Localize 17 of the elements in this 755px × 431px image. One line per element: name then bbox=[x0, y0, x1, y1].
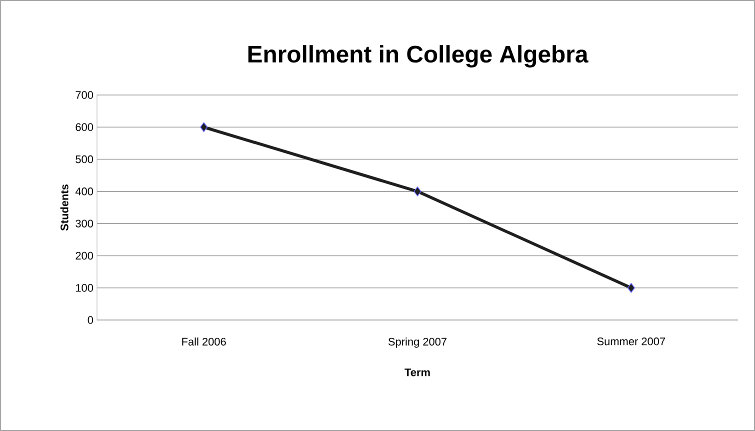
y-tick-label: 500 bbox=[76, 155, 94, 164]
y-tick-label: 300 bbox=[76, 220, 94, 228]
y-tick-label: 600 bbox=[76, 123, 94, 132]
y-tick-label: 700 bbox=[76, 91, 94, 99]
x-tick-label: Summer 2007 bbox=[597, 338, 666, 346]
x-axis-title: Term bbox=[404, 368, 430, 376]
point bbox=[414, 186, 422, 196]
chart-title: Enrollment in College Algebra bbox=[248, 45, 588, 68]
y-tick-label: 100 bbox=[76, 284, 94, 292]
point bbox=[200, 122, 208, 132]
point bbox=[627, 282, 635, 293]
y-tick-label: 0 bbox=[88, 316, 94, 324]
y-tick-label: 400 bbox=[75, 188, 94, 196]
y-axis-title: Students bbox=[60, 184, 68, 231]
x-tick-label: Spring 2007 bbox=[388, 338, 446, 348]
x-tick-label: Fall 2006 bbox=[182, 338, 226, 346]
y-tick-label: 200 bbox=[76, 252, 94, 260]
